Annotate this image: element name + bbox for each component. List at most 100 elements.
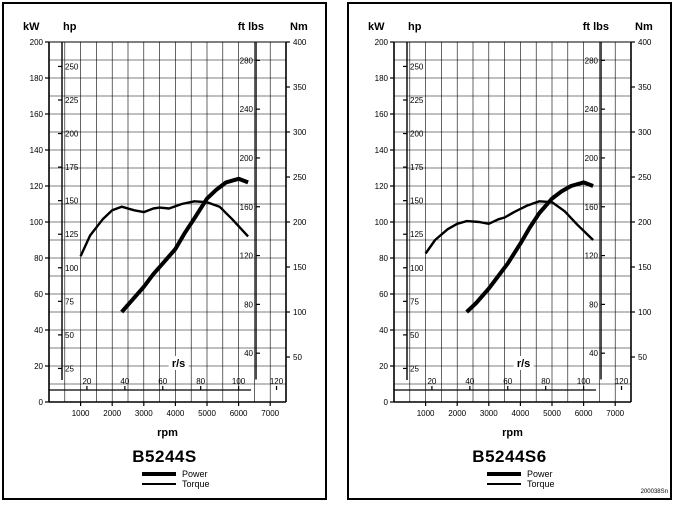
nm-tick-label: 100: [293, 308, 307, 317]
hp-tick-label: 125: [410, 230, 424, 239]
ftlbs-axis-label: ft lbs: [583, 21, 609, 33]
power-torque-chart: kW hp ft lbs Nm 0 20 40 60 80 100 120 140 160 180 200 2…: [368, 21, 653, 439]
nm-tick-label: 250: [293, 173, 307, 182]
hp-tick-label: 50: [65, 331, 74, 340]
hp-tick-label: 150: [65, 197, 79, 206]
rpm-tick-label: 3000: [480, 409, 498, 418]
x-axis-label: rpm: [157, 427, 178, 439]
power-curve: [120, 176, 249, 314]
hp-tick-label: 225: [65, 96, 79, 105]
legend-item-torque: Torque: [142, 479, 210, 489]
legend-item-power: Power: [142, 469, 210, 479]
kw-tick-label: 60: [379, 290, 388, 299]
nm-tick-label: 350: [293, 83, 307, 92]
hp-tick-label: 250: [410, 62, 424, 71]
nm-tick-label: 100: [638, 308, 652, 317]
rpm-tick-label: 1000: [72, 409, 90, 418]
torque-swatch: [142, 483, 176, 485]
kw-tick-label: 80: [34, 254, 43, 263]
rpm-tick-label: 5000: [543, 409, 561, 418]
power-swatch: [142, 472, 176, 476]
nm-tick-label: 250: [638, 173, 652, 182]
ftlbs-tick-label: 280: [585, 56, 599, 65]
legend-label: Power: [182, 469, 208, 479]
ftlbs-axis-label: ft lbs: [238, 21, 264, 33]
rpm-tick-label: 4000: [512, 409, 530, 418]
kw-tick-label: 0: [384, 398, 389, 407]
rs-tick-label: 100: [577, 377, 591, 386]
kw-tick-label: 60: [34, 290, 43, 299]
rs-tick-label: 120: [615, 377, 629, 386]
hp-tick-label: 125: [65, 230, 79, 239]
rs-axis-label: r/s: [517, 358, 530, 370]
ftlbs-tick-label: 80: [589, 300, 598, 309]
hp-axis-label: hp: [63, 21, 77, 33]
ftlbs-tick-label: 40: [244, 349, 253, 358]
hp-tick-label: 100: [65, 264, 79, 273]
nm-axis-label: Nm: [635, 21, 653, 33]
kw-tick-label: 40: [34, 326, 43, 335]
ftlbs-tick-label: 280: [240, 56, 254, 65]
kw-tick-label: 120: [375, 182, 389, 191]
rs-tick-label: 40: [120, 377, 129, 386]
rpm-tick-label: 2000: [448, 409, 466, 418]
ftlbs-tick-label: 200: [585, 154, 599, 163]
nm-tick-label: 350: [638, 83, 652, 92]
ftlbs-tick-label: 80: [244, 300, 253, 309]
legend: Power Torque: [487, 469, 555, 489]
legend-item-torque: Torque: [487, 479, 555, 489]
rpm-tick-label: 4000: [167, 409, 185, 418]
rpm-tick-label: 2000: [103, 409, 121, 418]
power-torque-chart: kW hp ft lbs Nm 0 20 40 60 80 100 120 140 160 180 200 2…: [23, 21, 308, 439]
ftlbs-tick-label: 240: [585, 105, 599, 114]
rs-tick-label: 100: [232, 377, 246, 386]
rs-label-bg: [513, 356, 534, 370]
kw-axis-label: kW: [23, 21, 40, 33]
model-name: B5244S6: [472, 447, 547, 466]
rs-axis-label: r/s: [172, 358, 185, 370]
hp-tick-label: 200: [65, 130, 79, 139]
nm-tick-label: 50: [293, 353, 302, 362]
ftlbs-tick-label: 160: [240, 203, 254, 212]
rs-tick-label: 60: [503, 377, 512, 386]
rs-tick-label: 20: [82, 377, 91, 386]
kw-tick-label: 160: [375, 110, 389, 119]
kw-tick-label: 180: [30, 74, 44, 83]
hp-tick-label: 100: [410, 264, 424, 273]
chart-panel-b5244s: kW hp ft lbs Nm 0 20 40 60 80 100 120 140 160 180 200 2…: [2, 2, 327, 500]
document-code: 200038Sn: [640, 489, 668, 495]
power-swatch: [487, 472, 521, 476]
kw-tick-label: 120: [30, 182, 44, 191]
hp-axis-label: hp: [408, 21, 422, 33]
hp-tick-label: 225: [410, 96, 424, 105]
hp-tick-label: 250: [65, 62, 79, 71]
rs-tick-label: 20: [427, 377, 436, 386]
rpm-tick-label: 1000: [417, 409, 435, 418]
nm-tick-label: 400: [293, 38, 307, 47]
rs-tick-label: 40: [465, 377, 474, 386]
nm-tick-label: 200: [293, 218, 307, 227]
hp-tick-label: 175: [410, 163, 424, 172]
kw-tick-label: 0: [39, 398, 44, 407]
hp-tick-label: 25: [410, 364, 419, 373]
model-name: B5244S: [132, 447, 197, 466]
hp-tick-label: 75: [65, 297, 74, 306]
kw-tick-label: 20: [379, 362, 388, 371]
kw-tick-label: 20: [34, 362, 43, 371]
kw-axis-label: kW: [368, 21, 385, 33]
kw-tick-label: 40: [379, 326, 388, 335]
rpm-tick-label: 6000: [230, 409, 248, 418]
torque-curve: [424, 200, 594, 255]
nm-tick-label: 50: [638, 353, 647, 362]
kw-tick-label: 100: [375, 218, 389, 227]
hp-tick-label: 75: [410, 297, 419, 306]
rpm-tick-label: 7000: [606, 409, 624, 418]
hp-tick-label: 200: [410, 130, 424, 139]
hp-tick-label: 50: [410, 331, 419, 340]
rpm-tick-label: 3000: [135, 409, 153, 418]
torque-swatch: [487, 483, 521, 485]
kw-tick-label: 100: [30, 218, 44, 227]
nm-tick-label: 200: [638, 218, 652, 227]
kw-tick-label: 140: [30, 146, 44, 155]
ftlbs-tick-label: 200: [240, 154, 254, 163]
